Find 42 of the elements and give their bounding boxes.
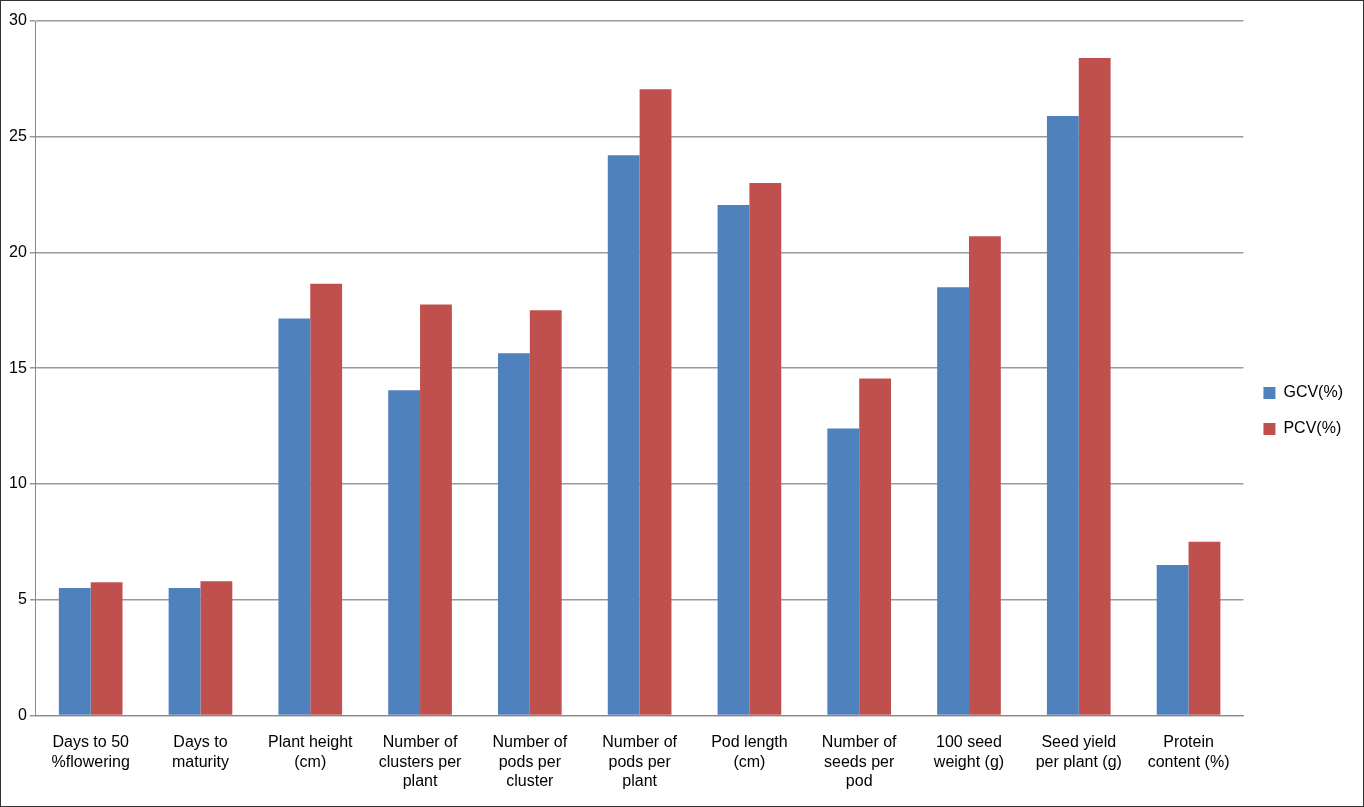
bar <box>937 287 969 715</box>
x-tick-label: Days to maturity <box>172 733 229 770</box>
bar <box>420 304 452 715</box>
y-tick-label: 5 <box>17 590 27 608</box>
bar <box>388 390 421 715</box>
bar <box>717 205 750 715</box>
legend-label: PCV(%) <box>1283 419 1342 437</box>
bar <box>639 89 672 715</box>
x-tick-label: Number of clusters per plant <box>378 733 463 789</box>
x-tick-label: Pod length (cm) <box>711 733 788 770</box>
x-tick-label: Days to 50 %flowering <box>51 733 130 770</box>
bar <box>749 183 782 715</box>
bar <box>58 588 91 715</box>
bar <box>1188 541 1221 715</box>
y-tick-label: 0 <box>17 705 27 723</box>
bar <box>498 353 530 715</box>
x-tick-label: Number of pods per cluster <box>492 733 568 789</box>
x-tick-label: Plant height (cm) <box>268 733 354 770</box>
bar <box>1078 58 1111 715</box>
x-tick-label: Seed yield per plant (g) <box>1035 733 1122 770</box>
bar <box>90 582 123 715</box>
bar <box>827 428 860 715</box>
bar <box>278 318 311 715</box>
y-tick-label: 20 <box>9 242 27 260</box>
bar <box>200 581 233 715</box>
y-tick-label: 10 <box>9 474 27 492</box>
y-tick-label: 30 <box>9 11 27 29</box>
y-tick-label: 25 <box>9 127 27 145</box>
x-tick-label: Number of pods per plant <box>602 733 678 789</box>
bar <box>859 378 892 715</box>
legend-label: GCV(%) <box>1283 383 1344 401</box>
bar <box>607 155 640 715</box>
bar <box>529 310 562 715</box>
x-tick-label: 100 seed weight (g) <box>932 733 1005 770</box>
bar <box>168 588 201 715</box>
x-tick-label: Protein content (%) <box>1147 733 1230 770</box>
bar <box>1046 115 1079 715</box>
y-tick-label: 15 <box>9 358 27 376</box>
bar <box>1156 564 1189 715</box>
x-tick-label: Number of seeds per pod <box>821 733 898 789</box>
bar <box>310 283 343 715</box>
bar <box>968 236 1001 715</box>
